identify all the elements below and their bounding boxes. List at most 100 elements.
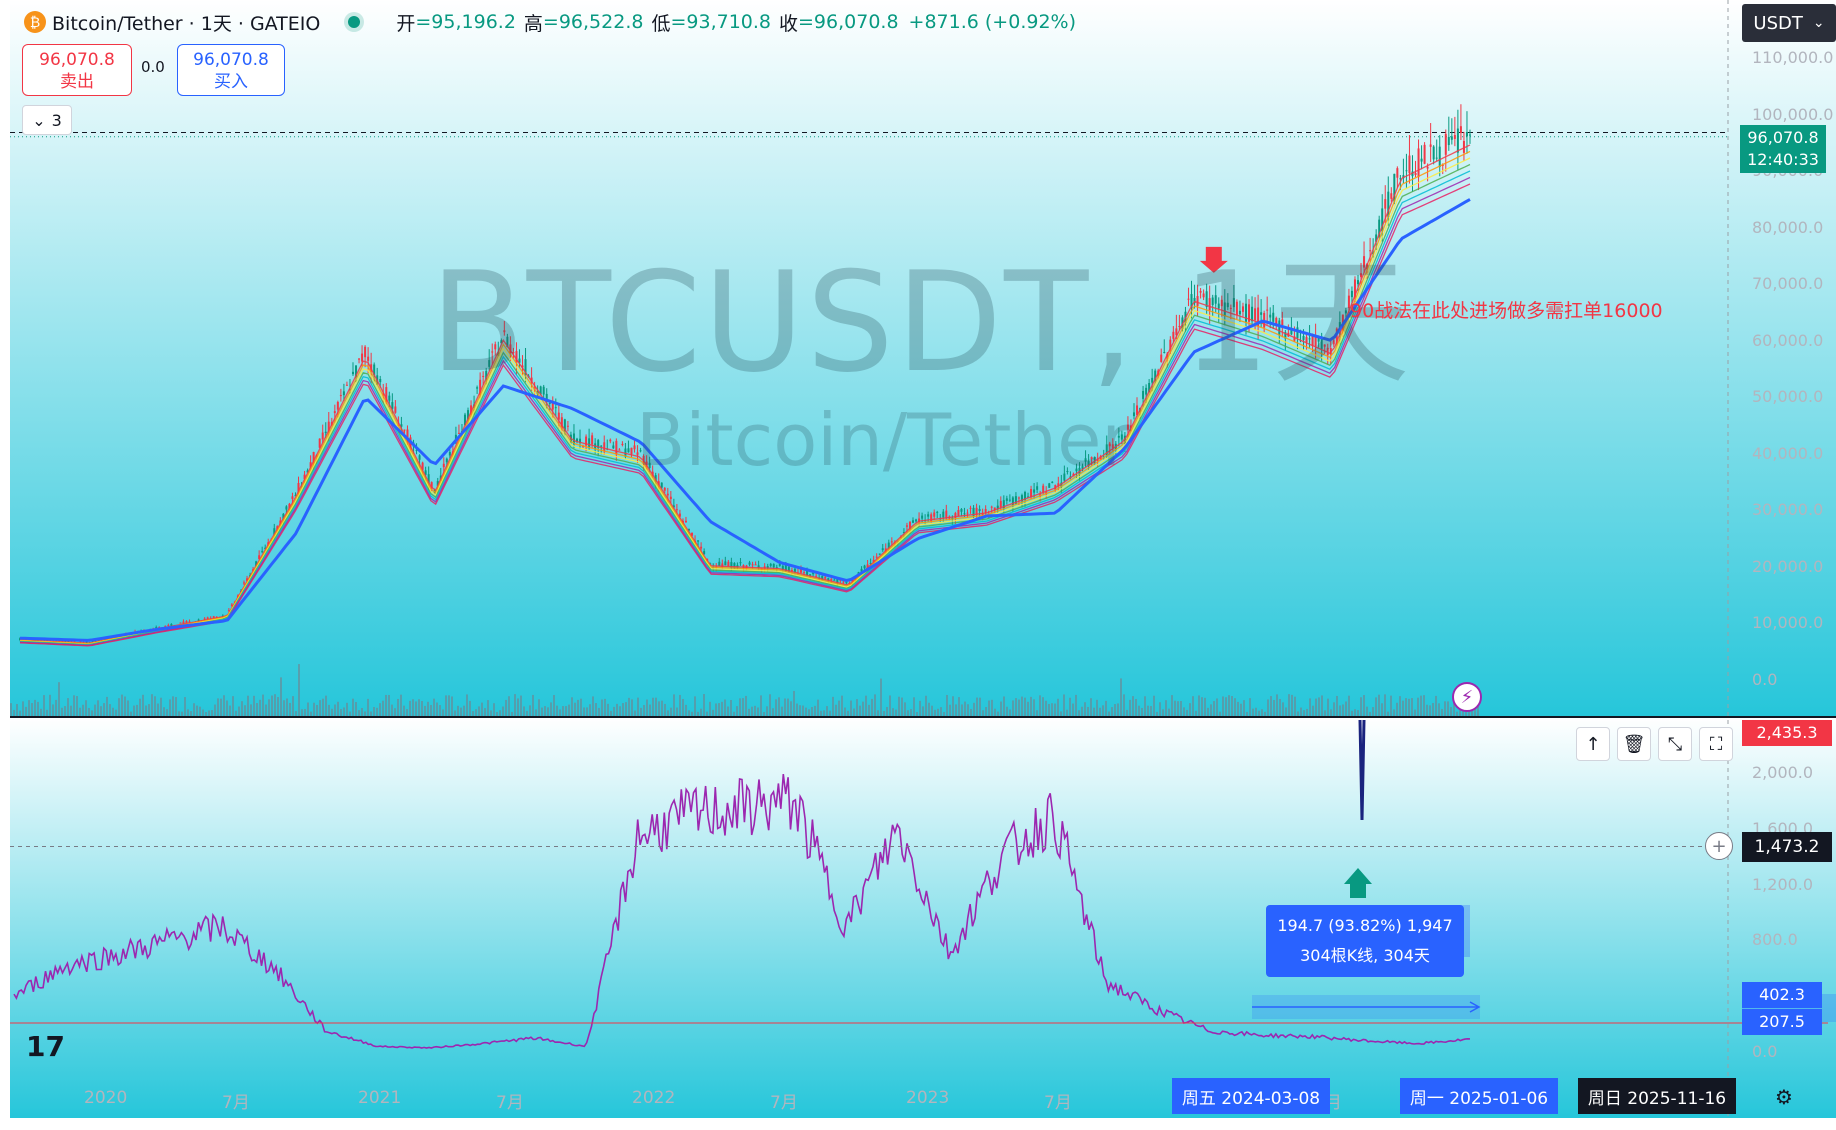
volume-bar (736, 706, 738, 716)
volume-bar (922, 706, 924, 716)
volume-bar (22, 701, 24, 716)
candle-body (1435, 157, 1438, 159)
volume-bar (1111, 707, 1113, 716)
candle-body (1142, 390, 1145, 399)
volume-bar (1363, 695, 1365, 716)
delete-button[interactable]: 🗑 (1617, 727, 1651, 761)
candle-body (1172, 331, 1175, 339)
volume-bar (1150, 706, 1152, 716)
sell-button[interactable]: 96,070.8 卖出 (22, 44, 132, 96)
candle-body (827, 578, 830, 581)
candle-body (787, 566, 790, 573)
volume-bar (277, 697, 279, 716)
volume-bar (325, 695, 327, 716)
candle-body (591, 435, 594, 445)
candle-body (563, 419, 566, 432)
ma-line (19, 176, 1471, 647)
candle-body (766, 566, 769, 569)
currency-label: USDT (1753, 12, 1803, 34)
measure-line1: 194.7 (93.82%) 1,947 (1277, 916, 1453, 935)
volume-bar (1270, 696, 1272, 716)
volume-bar (1081, 706, 1083, 716)
candle-body (1281, 319, 1284, 326)
volume-bar (1120, 678, 1122, 716)
trade-annotation[interactable]: 90战法在此处进场做多需扛单16000 (1350, 300, 1663, 322)
candle-body (297, 483, 300, 495)
candle-body (815, 575, 818, 577)
candle-body (1344, 310, 1347, 314)
candle-body (960, 509, 963, 512)
candle-body (482, 375, 485, 377)
candle-body (1066, 471, 1069, 473)
indicator-axis-label: 800.0 (1752, 930, 1798, 950)
volume-bar (673, 694, 675, 716)
candle-body (342, 391, 345, 396)
candle-body (1356, 280, 1359, 285)
change-value: +871.6 (+0.92%) (908, 11, 1077, 33)
flash-icon[interactable]: ⚡ (1452, 682, 1482, 712)
collapse-pane-button[interactable]: ⤡ (1658, 727, 1692, 761)
indicator-collapse-button[interactable]: ⌄ 3 (22, 105, 72, 135)
volume-bar (1096, 699, 1098, 716)
candle-body (672, 505, 675, 508)
volume-bar (1207, 707, 1209, 716)
volume-bar (868, 704, 870, 716)
volume-bar (874, 694, 876, 716)
candle-body (230, 604, 233, 606)
volume-bar (1432, 702, 1434, 716)
settings-icon[interactable]: ⚙ (1775, 1085, 1793, 1109)
volume-bar (907, 710, 909, 716)
candle-body (1160, 354, 1163, 362)
volume-bar (451, 696, 453, 716)
volume-bar (1012, 700, 1014, 716)
volume-bar (958, 697, 960, 716)
move-up-button[interactable]: ↑ (1576, 727, 1610, 761)
volume-bar (1453, 696, 1455, 716)
volume-bar (913, 697, 915, 716)
volume-bar (1435, 695, 1437, 716)
candle-body (1260, 312, 1263, 315)
candle-body (660, 482, 663, 488)
symbol-title[interactable]: Bitcoin/Tether · 1天 · GATEIO (52, 12, 321, 35)
volume-bar (919, 700, 921, 716)
volume-bar (994, 708, 996, 716)
volume-bar (178, 711, 180, 716)
candle-body (942, 511, 945, 518)
buy-button[interactable]: 96,070.8 买入 (177, 44, 285, 96)
candle-body (1465, 132, 1468, 137)
currency-selector[interactable]: USDT ⌄ (1742, 4, 1836, 42)
candle-body (206, 617, 209, 620)
candle-body (227, 610, 230, 612)
candle-body (61, 640, 64, 642)
volume-bar (1264, 711, 1266, 716)
candle-body (588, 438, 591, 448)
volume-bar (199, 706, 201, 716)
candle-body (1469, 134, 1471, 136)
volume-bar (1042, 697, 1044, 716)
volume-bar (253, 695, 255, 716)
candle-body (1244, 303, 1247, 322)
volume-bar (745, 695, 747, 716)
candle-body (757, 565, 760, 568)
candle-body (1375, 234, 1378, 242)
add-icon[interactable]: + (1705, 832, 1733, 860)
volume-bar (439, 705, 441, 716)
candle-body (1005, 498, 1008, 501)
candle-body (1051, 481, 1054, 483)
volume-bar (274, 694, 276, 716)
volume-bar (382, 700, 384, 716)
tradingview-logo[interactable]: 𝟭𝟳 (26, 1030, 65, 1063)
volume-bar (712, 709, 714, 716)
candle-body (1145, 387, 1148, 395)
sell-label: 卖出 (60, 72, 94, 92)
volume-bar (1306, 708, 1308, 716)
volume-bar (1348, 695, 1350, 716)
volume-bar (1183, 707, 1185, 716)
maximize-pane-button[interactable]: ⛶ (1699, 727, 1733, 761)
volume-bar (961, 704, 963, 716)
candle-body (621, 443, 624, 446)
volume-bar (1315, 698, 1317, 716)
volume-bar (1459, 709, 1461, 716)
volume-bar (1387, 711, 1389, 716)
